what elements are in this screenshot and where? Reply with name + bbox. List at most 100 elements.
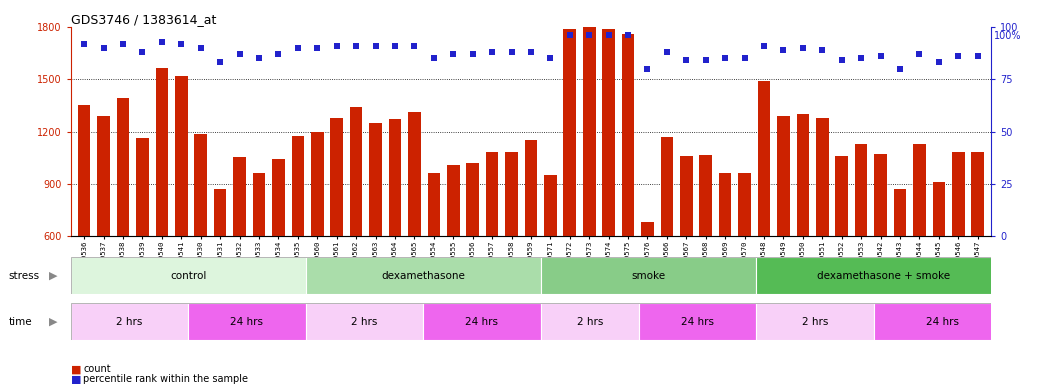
Point xyxy=(503,49,520,55)
Point xyxy=(115,41,132,47)
Bar xyxy=(541,303,638,340)
Bar xyxy=(98,116,110,236)
Bar xyxy=(622,34,634,236)
Point xyxy=(192,45,209,51)
Point xyxy=(426,55,442,61)
Bar xyxy=(136,137,148,236)
Point xyxy=(853,55,870,61)
Bar xyxy=(188,303,305,340)
Bar xyxy=(424,303,541,340)
Point xyxy=(212,60,228,66)
Bar xyxy=(116,98,130,236)
Point xyxy=(581,32,598,38)
Point xyxy=(348,43,364,49)
Bar xyxy=(541,257,757,294)
Bar xyxy=(913,144,926,236)
Bar xyxy=(894,189,906,236)
Bar xyxy=(602,29,614,236)
Point xyxy=(872,53,889,59)
Point xyxy=(328,43,345,49)
Bar xyxy=(408,113,420,236)
Text: 24 hrs: 24 hrs xyxy=(926,316,959,327)
Text: time: time xyxy=(8,316,32,327)
Point xyxy=(950,53,966,59)
Point xyxy=(154,38,170,45)
Point xyxy=(562,32,578,38)
Text: 24 hrs: 24 hrs xyxy=(681,316,714,327)
Bar xyxy=(428,174,440,236)
Bar xyxy=(544,175,556,236)
Bar xyxy=(156,68,168,236)
Bar xyxy=(874,303,1011,340)
Bar xyxy=(78,105,90,236)
Text: ▶: ▶ xyxy=(49,316,57,327)
Point xyxy=(794,45,811,51)
Bar xyxy=(370,123,382,236)
Point xyxy=(406,43,422,49)
Point xyxy=(620,32,636,38)
Text: ■: ■ xyxy=(71,374,81,384)
Point xyxy=(834,57,850,63)
Bar xyxy=(486,152,498,236)
Bar xyxy=(660,137,674,236)
Point xyxy=(717,55,734,61)
Point xyxy=(484,49,500,55)
Text: smoke: smoke xyxy=(631,270,665,281)
Bar xyxy=(583,27,596,236)
Bar xyxy=(758,81,770,236)
Bar xyxy=(311,131,324,236)
Point xyxy=(231,51,248,57)
Bar xyxy=(305,257,541,294)
Point xyxy=(658,49,675,55)
Point xyxy=(464,51,481,57)
Point xyxy=(639,66,656,72)
Bar xyxy=(719,174,732,236)
Bar xyxy=(305,303,424,340)
Text: 24 hrs: 24 hrs xyxy=(465,316,498,327)
Bar xyxy=(506,152,518,236)
Point xyxy=(678,57,694,63)
Text: dexamethasone: dexamethasone xyxy=(381,270,465,281)
Bar xyxy=(194,134,207,236)
Bar xyxy=(564,29,576,236)
Point xyxy=(387,43,404,49)
Point xyxy=(814,47,830,53)
Bar xyxy=(952,152,964,236)
Bar xyxy=(836,156,848,236)
Point xyxy=(775,47,792,53)
Bar xyxy=(816,118,828,236)
Point xyxy=(930,60,947,66)
Bar xyxy=(524,140,538,236)
Point xyxy=(309,45,326,51)
Point xyxy=(367,43,384,49)
Bar xyxy=(71,257,305,294)
Text: 24 hrs: 24 hrs xyxy=(230,316,264,327)
Point xyxy=(911,51,928,57)
Point xyxy=(134,49,151,55)
Text: 2 hrs: 2 hrs xyxy=(801,316,828,327)
Text: stress: stress xyxy=(8,270,39,281)
Bar xyxy=(234,157,246,236)
Bar xyxy=(757,303,874,340)
Bar xyxy=(330,118,343,236)
Point xyxy=(600,32,617,38)
Bar xyxy=(292,136,304,236)
Point xyxy=(445,51,462,57)
Bar xyxy=(214,189,226,236)
Bar xyxy=(680,156,692,236)
Point xyxy=(736,55,753,61)
Bar xyxy=(796,114,810,236)
Point xyxy=(969,53,986,59)
Text: 2 hrs: 2 hrs xyxy=(351,316,378,327)
Point xyxy=(698,57,714,63)
Bar xyxy=(638,303,757,340)
Bar xyxy=(252,174,266,236)
Text: ■: ■ xyxy=(71,364,81,374)
Text: percentile rank within the sample: percentile rank within the sample xyxy=(83,374,248,384)
Bar xyxy=(757,257,1011,294)
Bar xyxy=(71,303,188,340)
Bar xyxy=(447,165,460,236)
Text: 2 hrs: 2 hrs xyxy=(116,316,142,327)
Bar xyxy=(175,76,188,236)
Bar xyxy=(874,154,886,236)
